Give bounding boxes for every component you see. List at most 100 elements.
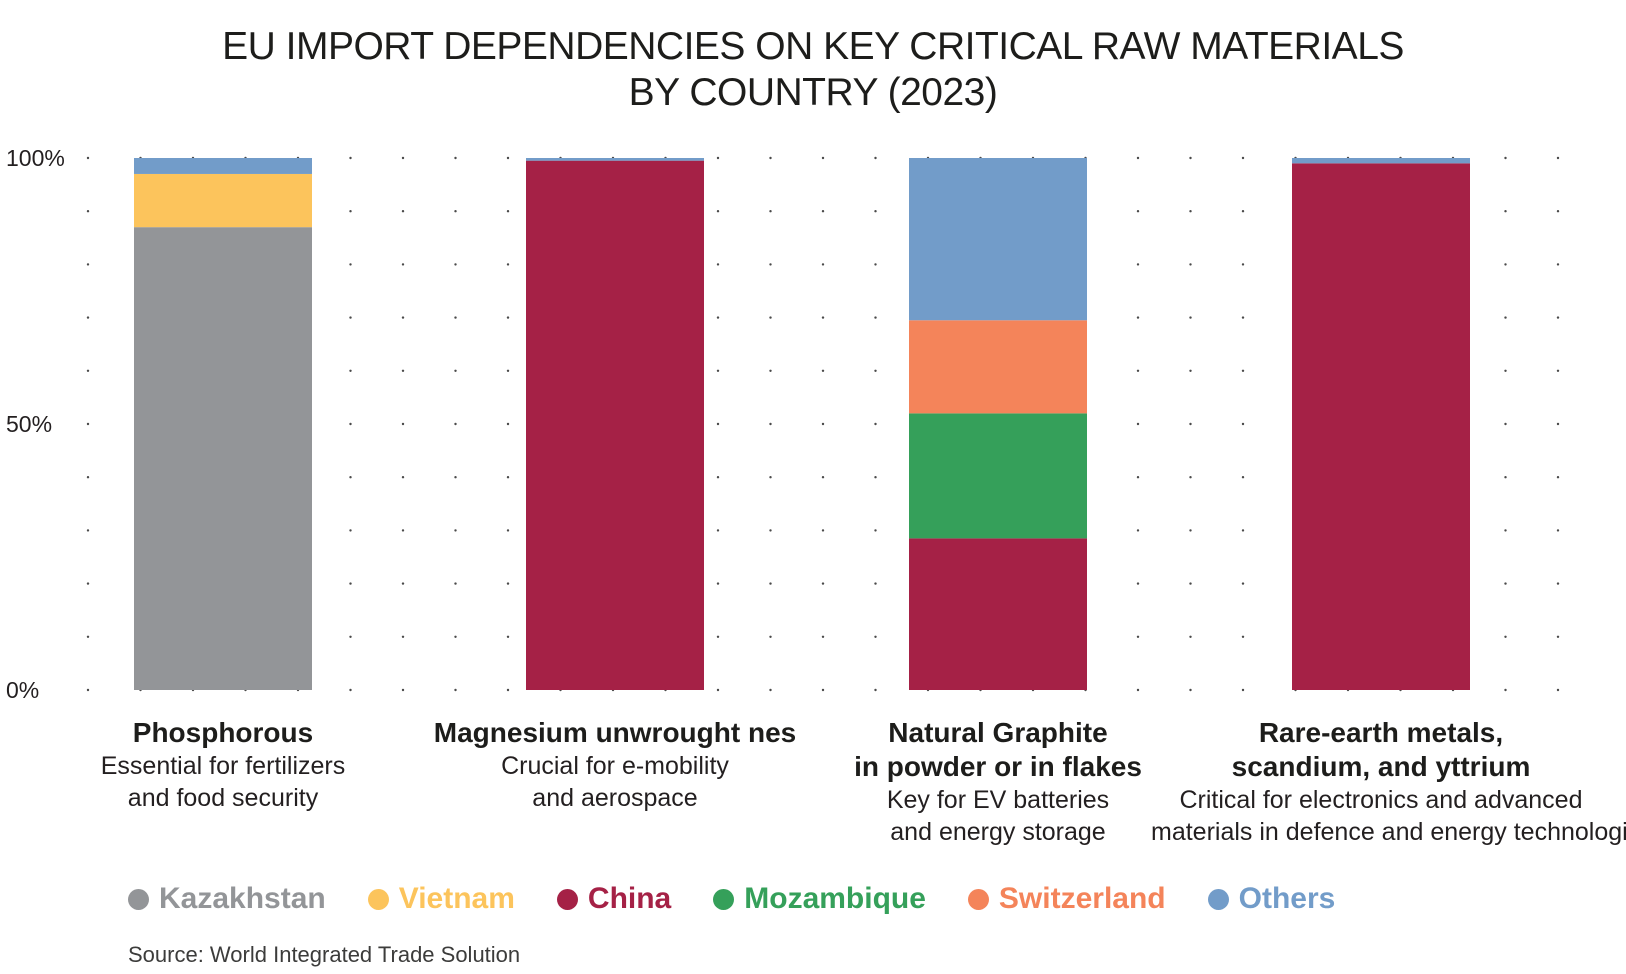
grid-dot <box>1136 316 1140 319</box>
legend-label: Switzerland <box>998 882 1166 915</box>
grid-dot <box>454 369 457 372</box>
chart-title-line-2: BY COUNTRY (2023) <box>628 71 998 114</box>
grid-dot <box>821 529 825 532</box>
chart-title-line-1: EU IMPORT DEPENDENCIES ON KEY CRITICAL R… <box>222 25 1404 68</box>
legend-swatch <box>713 888 735 910</box>
grid-dot <box>1504 582 1507 585</box>
grid-dot <box>349 156 352 160</box>
grid-dot <box>874 582 877 585</box>
grid-dot <box>454 422 457 426</box>
grid-dot <box>454 210 457 213</box>
grid-dot <box>506 635 510 638</box>
bar-segment-vietnam <box>134 173 312 228</box>
grid-dot <box>821 582 825 585</box>
grid-dot <box>86 529 90 532</box>
grid-dot <box>769 529 772 532</box>
legend-label: Others <box>1238 882 1336 915</box>
bar-segment-china <box>1292 163 1470 690</box>
legend-swatch <box>128 888 149 910</box>
category-label: Rare-earth metals, scandium, and yttrium C… <box>1151 716 1626 848</box>
legend-swatch <box>967 888 989 910</box>
grid-dot <box>1189 369 1192 372</box>
category-description: Key for EV batteries <box>886 786 1110 814</box>
bar-segment-switzerland <box>909 320 1087 414</box>
grid-dot <box>1504 529 1507 532</box>
grid-dot <box>1504 635 1507 638</box>
grid-dot <box>506 263 510 266</box>
grid-dot <box>1241 688 1245 692</box>
legend-item: Vietnam <box>367 882 515 916</box>
grid-dot <box>821 369 825 372</box>
bar-segment-kazakhstan <box>134 227 312 690</box>
grid-dot <box>821 476 825 479</box>
bar-segment-china <box>909 538 1087 690</box>
grid-dot <box>506 582 510 585</box>
legend: Kazakhstan Vietnam China Mozambique Switzerl… <box>128 882 1377 916</box>
category-name: Phosphorous <box>132 717 314 748</box>
grid-dot <box>349 529 352 532</box>
grid-dot <box>769 635 772 638</box>
grid-dot <box>769 263 772 266</box>
grid-dot <box>769 688 772 692</box>
grid-dot <box>1241 635 1245 638</box>
y-tick-label: 100% <box>6 145 65 171</box>
grid-dot <box>454 582 457 585</box>
grid-dot <box>1556 369 1560 372</box>
legend-swatch <box>1207 888 1229 910</box>
grid-dot <box>454 263 457 266</box>
category-description: Crucial for e-mobility <box>501 752 729 780</box>
grid-dot <box>86 263 90 266</box>
grid-dot <box>1556 635 1560 638</box>
legend-swatch <box>556 888 578 910</box>
grid-dot <box>1504 688 1507 692</box>
grid-dot <box>1556 210 1560 213</box>
grid-dot <box>1189 316 1192 319</box>
grid-dot <box>874 422 877 426</box>
grid-dot <box>821 422 825 426</box>
grid-dot <box>401 156 405 160</box>
grid-dot <box>1189 582 1192 585</box>
grid-dot <box>1189 635 1192 638</box>
grid-dot <box>86 210 90 213</box>
legend-item: China <box>556 882 671 916</box>
category-description: and energy storage <box>890 818 1106 846</box>
grid-dot <box>506 316 510 319</box>
grid-dot <box>716 156 720 160</box>
grid-dot <box>1241 210 1245 213</box>
grid-dot <box>349 635 352 638</box>
grid-dot <box>1504 316 1507 319</box>
grid-dot <box>401 210 405 213</box>
grid-dot <box>769 316 772 319</box>
grid-dot <box>1136 476 1140 479</box>
grid-dot <box>716 369 720 372</box>
grid-dot <box>1189 263 1192 266</box>
grid-dot <box>1241 316 1245 319</box>
category-description: and aerospace <box>532 784 698 812</box>
legend-swatch <box>367 888 389 910</box>
grid-dot <box>1504 156 1507 160</box>
grid-dot <box>874 635 877 638</box>
grid-dot <box>506 156 510 160</box>
grid-dot <box>1136 263 1140 266</box>
grid-dot <box>821 688 825 692</box>
category-label: Magnesium unwrought nes Crucial for e-mob… <box>385 716 845 814</box>
grid-dot <box>716 635 720 638</box>
grid-dot <box>401 529 405 532</box>
grid-dot <box>1556 316 1560 319</box>
category-description: materials in defence and energy technolo… <box>1151 818 1626 846</box>
grid-dot <box>1136 422 1140 426</box>
grid-dot <box>874 316 877 319</box>
grid-dot <box>86 635 90 638</box>
grid-dot <box>874 156 877 160</box>
grid-dot <box>874 476 877 479</box>
grid-dot <box>86 369 90 372</box>
y-tick-label: 50% <box>6 411 52 437</box>
grid-dot <box>401 688 405 692</box>
grid-dot <box>769 582 772 585</box>
category-name: Natural Graphite <box>888 717 1108 748</box>
grid-dot <box>1504 369 1507 372</box>
grid-dot <box>1241 263 1245 266</box>
grid-dot <box>454 316 457 319</box>
grid-dot <box>401 422 405 426</box>
